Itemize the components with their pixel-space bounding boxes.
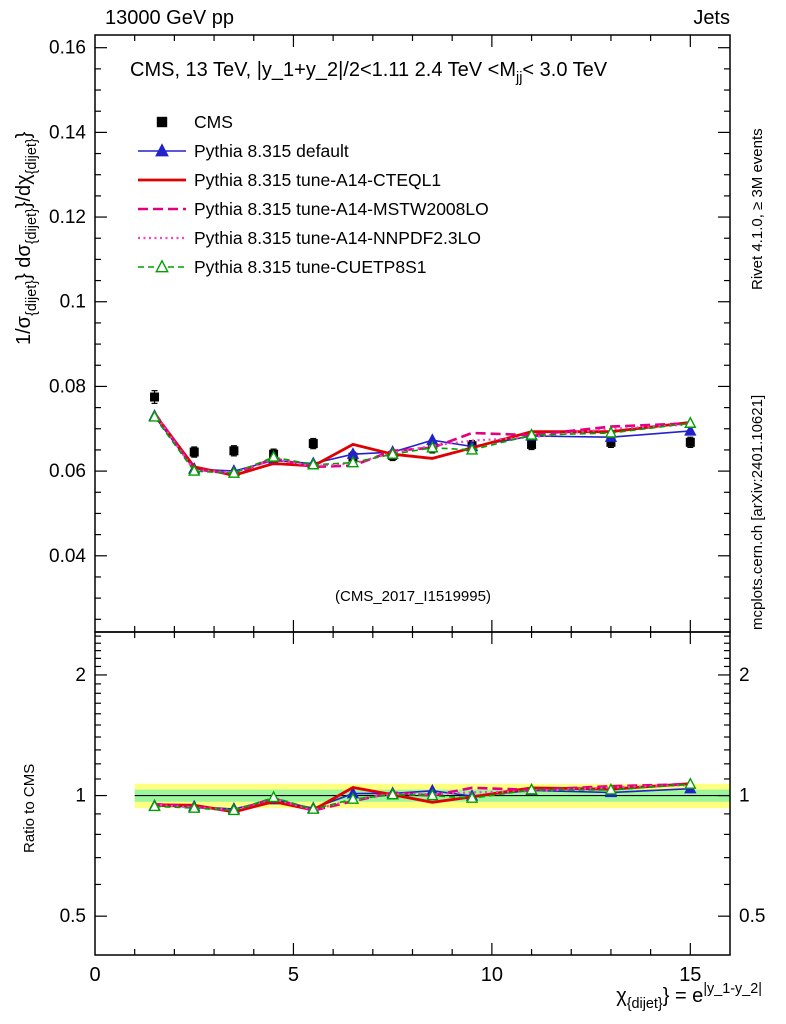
x-tick-label: 10	[481, 964, 503, 986]
ratio-series-line	[154, 782, 691, 813]
legend-label: Pythia 8.315 tune-CUETP8S1	[194, 257, 427, 277]
y-tick-label: 0.1	[60, 292, 86, 313]
data-point-triangle	[267, 450, 280, 462]
x-tick-label: 5	[288, 964, 299, 986]
x-axis-label: χ{dijet}} = e|y_1-y_2|	[616, 981, 762, 1012]
ratio-panel-curves	[148, 777, 697, 816]
data-point-triangle	[386, 787, 399, 800]
data-point-triangle	[267, 790, 280, 803]
data-point-square	[527, 439, 537, 449]
data-point-square	[606, 437, 616, 447]
data-point-triangle	[227, 466, 241, 478]
data-point-triangle	[307, 802, 320, 814]
y-tick-label: 0.14	[49, 122, 86, 143]
y-tick-label: 0.08	[49, 376, 86, 397]
ratio-tick-label-right: 1	[739, 786, 750, 807]
legend-item: CMS	[156, 112, 233, 132]
series-line	[153, 413, 691, 474]
legend-label: Pythia 8.315 tune-A14-MSTW2008LO	[194, 199, 489, 219]
data-point-triangle	[148, 409, 161, 422]
header-process: Jets	[693, 7, 730, 29]
data-point-triangle	[346, 792, 360, 804]
legend-label: Pythia 8.315 default	[194, 141, 349, 161]
series-line	[153, 411, 691, 476]
y-axis-label: 1/σ{dijet}} dσ{dijet}}/dχ{dijet}}	[13, 131, 40, 345]
data-point-triangle	[346, 455, 360, 468]
axis-tick-labels: 0.04 0.06 0.08 0.1 0.12 0.14 0.16 0.5 0.5 1 1 2 2 0 5 1…	[49, 38, 765, 986]
data-point-triangle	[188, 801, 201, 813]
legend-item: Pythia 8.315 tune-A14-NNPDF2.3LO	[138, 228, 481, 248]
data-point-triangle	[386, 447, 399, 459]
series-line	[153, 416, 691, 475]
ratio-panel-frame	[94, 631, 731, 956]
data-point-triangle	[307, 457, 320, 470]
legend-label: CMS	[194, 112, 233, 132]
data-point-triangle	[155, 259, 169, 273]
legend-item: Pythia 8.315 tune-A14-MSTW2008LO	[138, 199, 489, 219]
x-tick-label: 0	[89, 964, 100, 986]
ratio-tick-label-left: 0.5	[60, 906, 86, 927]
y-tick-label: 0.06	[49, 461, 86, 482]
data-point-triangle	[155, 143, 169, 157]
data-point-triangle	[426, 788, 439, 801]
legend-item: Pythia 8.315 tune-CUETP8S1	[138, 257, 427, 277]
data-point-triangle	[525, 428, 538, 440]
data-point-square	[685, 437, 695, 447]
data-point-square	[189, 447, 199, 457]
header-beam-energy: 13000 GeV pp	[105, 7, 234, 29]
data-point-triangle	[684, 423, 697, 436]
mcplots-note: mcplots.cern.ch [arXiv:2401.10621]	[749, 395, 766, 630]
legend-item: Pythia 8.315 default	[138, 141, 349, 161]
data-point-triangle	[525, 782, 538, 795]
y-tick-label: 0.12	[49, 207, 86, 228]
ratio-tick-label-left: 1	[75, 786, 86, 807]
ratio-tick-label-left: 2	[75, 665, 86, 686]
data-point-triangle	[465, 442, 479, 455]
legend-label: Pythia 8.315 tune-A14-CTEQL1	[194, 170, 441, 190]
data-point-triangle	[426, 440, 439, 453]
ratio-tick-label-right: 2	[739, 665, 750, 686]
data-point-square	[229, 446, 239, 456]
legend: CMS Pythia 8.315 default Pythia 8.315 tune…	[138, 112, 489, 277]
plot-title: CMS, 13 TeV, |y_1+y_2|/2<1.11 2.4 TeV <M…	[130, 59, 608, 86]
data-point-triangle	[684, 777, 697, 789]
y-tick-label: 0.04	[49, 546, 86, 567]
data-point-triangle	[684, 416, 697, 428]
main-panel-curves	[148, 390, 697, 478]
legend-item: Pythia 8.315 tune-A14-CTEQL1	[138, 170, 441, 190]
data-point-square	[308, 439, 318, 449]
data-point-triangle	[148, 799, 161, 812]
series-line	[153, 413, 691, 477]
analysis-watermark: (CMS_2017_I1519995)	[335, 588, 491, 605]
y-tick-label: 0.16	[49, 38, 86, 59]
rivet-version-note: Rivet 4.1.0, ≥ 3M events	[749, 128, 766, 290]
data-point-triangle	[227, 803, 241, 816]
data-point-triangle	[188, 464, 201, 476]
data-point-triangle	[604, 782, 618, 795]
ratio-tick-label-right: 0.5	[739, 906, 765, 927]
axis-ticks	[95, 35, 730, 955]
legend-label: Pythia 8.315 tune-A14-NNPDF2.3LO	[194, 228, 481, 248]
data-point-triangle	[604, 425, 618, 438]
ratio-series-line	[154, 783, 691, 812]
ratio-y-axis-label: Ratio to CMS	[21, 764, 38, 853]
data-point-triangle	[465, 791, 479, 803]
x-tick-label: 15	[679, 964, 701, 986]
data-point-square	[156, 116, 168, 128]
data-point-square	[150, 392, 160, 402]
